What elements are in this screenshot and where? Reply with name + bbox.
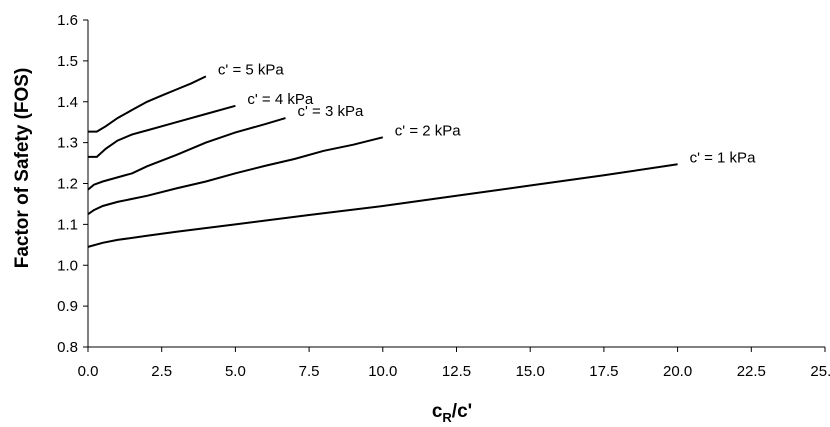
y-axis-title: Factor of Safety (FOS) — [12, 68, 33, 269]
y-tick-label: 1.5 — [57, 53, 78, 70]
x-axis-title-tail: /c' — [452, 401, 472, 422]
x-tick-label: 17.5 — [589, 363, 618, 380]
y-tick-label: 0.9 — [57, 298, 78, 315]
y-tick-label: 1.0 — [57, 257, 78, 274]
x-axis-title: cR/c' — [432, 401, 472, 425]
y-tick-label: 1.6 — [57, 12, 78, 29]
y-tick-label: 0.8 — [57, 339, 78, 356]
y-tick-label: 1.3 — [57, 135, 78, 152]
x-axis-title-main: c — [432, 401, 443, 422]
series-line — [87, 117, 286, 191]
x-tick-label: 10.0 — [368, 363, 397, 380]
series-line — [87, 136, 384, 216]
series-line — [88, 75, 207, 133]
x-tick-label: 5.0 — [225, 363, 246, 380]
series-line — [87, 163, 678, 248]
series-label: c' = 5 kPa — [218, 61, 284, 78]
x-tick-label: 0.0 — [78, 363, 99, 380]
x-tick-label: 2.5 — [151, 363, 172, 380]
series-label: c' = 3 kPa — [298, 103, 364, 120]
plot-area: 0.8 0.9 1.0 1.1 1.2 1.3 1.4 1.5 1.6 0.0 2.5 5.0 7.5 1… — [57, 12, 830, 380]
series-label: c' = 1 kPa — [690, 149, 756, 166]
x-tick-label: 15.0 — [516, 363, 545, 380]
series-line — [88, 104, 236, 158]
x-tick-label: 22.5 — [737, 363, 766, 380]
y-tick-label: 1.1 — [57, 216, 78, 233]
x-tick-label: 12.5 — [442, 363, 471, 380]
x-tick-label: 25.0 — [810, 363, 830, 380]
series-label: c' = 2 kPa — [395, 122, 461, 139]
x-tick-label: 7.5 — [299, 363, 320, 380]
x-axis-title-subscript: R — [442, 410, 452, 425]
series-label: c' = 4 kPa — [247, 91, 313, 108]
y-tick-label: 1.4 — [57, 94, 78, 111]
x-tick-label: 20.0 — [663, 363, 692, 380]
y-tick-label: 1.2 — [57, 176, 78, 193]
